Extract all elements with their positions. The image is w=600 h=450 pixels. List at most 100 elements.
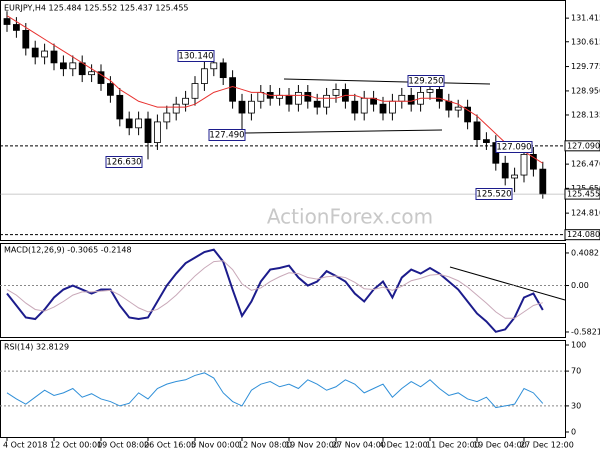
candle-body	[398, 94, 406, 102]
candle-body	[445, 100, 453, 111]
candle-body	[332, 89, 340, 96]
candle-body	[135, 118, 143, 129]
candle-body	[238, 100, 246, 114]
annotation: 127.090	[496, 143, 531, 153]
annotation-box	[475, 188, 513, 200]
candle-body	[50, 50, 58, 64]
level-label: 124.080	[567, 230, 600, 239]
candle-body	[473, 121, 481, 141]
candle-body	[539, 168, 547, 195]
y-tick-label: 131.415	[571, 14, 600, 23]
candle-body	[294, 91, 302, 105]
candle-body	[304, 91, 312, 102]
x-tick-label: 5 Nov 00:00	[191, 441, 240, 450]
candle-body	[388, 100, 396, 114]
candle-body	[313, 100, 321, 108]
macd-panel	[0, 243, 566, 338]
candle-body	[116, 94, 124, 120]
channel-top	[283, 78, 491, 85]
candle-body	[435, 89, 443, 102]
y-tick-label: 70	[571, 367, 581, 376]
candle-body	[22, 29, 30, 49]
candle-body	[482, 139, 490, 143]
y-tick-label: 126.470	[571, 160, 600, 169]
candle-body	[163, 112, 171, 123]
candle-body	[247, 100, 255, 114]
candle-body	[464, 106, 472, 123]
x-tick-label: 19 Dec 04:00	[473, 441, 527, 450]
candle-body	[153, 121, 161, 143]
level-label: 127.090	[567, 141, 600, 150]
candle-body	[219, 62, 227, 79]
candle-body	[41, 50, 48, 58]
annotation: 130.140	[178, 52, 213, 62]
candle-body	[210, 62, 218, 70]
y-tick-label: 0.00	[571, 281, 589, 290]
candle-body	[530, 153, 537, 170]
candle-body	[88, 71, 95, 76]
x-tick-label: 27 Nov 04:00	[332, 441, 386, 450]
channel-bottom	[244, 129, 443, 134]
x-tick-label: 4 Oct 2018	[3, 441, 47, 450]
candle-body	[285, 94, 293, 105]
rsi-line	[6, 372, 544, 409]
annotation-box	[407, 75, 445, 87]
candle-body	[31, 47, 39, 58]
y-tick-label: 129.775	[571, 62, 600, 71]
y-tick-label: 128.950	[571, 86, 600, 95]
x-tick-label: 12 Nov 08:00	[238, 441, 292, 450]
x-tick-label: 19 Nov 20:00	[285, 441, 339, 450]
y-tick-label: 30	[571, 401, 581, 410]
candle-body	[144, 118, 152, 143]
candle-body	[191, 83, 199, 99]
x-tick-label: 26 Oct 16:00	[144, 441, 196, 450]
candle-body	[454, 106, 462, 111]
annotation-box	[495, 141, 533, 153]
candle-body	[172, 103, 180, 114]
candle-body	[426, 89, 434, 93]
x-tick-label: 11 Dec 20:00	[426, 441, 480, 450]
candle-body	[182, 97, 190, 105]
y-tick-label: -0.5821	[571, 327, 600, 336]
candle-body	[60, 62, 67, 70]
annotation-box	[208, 129, 246, 141]
annotation: 127.490	[209, 131, 244, 141]
y-tick-label: 128.135	[571, 110, 600, 119]
candle-body	[97, 71, 105, 84]
watermark: ActionForex.com	[267, 205, 433, 229]
y-tick-label: 130.615	[571, 37, 600, 46]
rsi-panel	[0, 340, 566, 438]
y-tick-label: 100	[571, 341, 586, 350]
moving-average	[6, 15, 544, 164]
annotation: 129.250	[408, 77, 443, 87]
candle-body	[107, 83, 114, 96]
price-panel	[0, 0, 566, 241]
candle-body	[3, 18, 11, 25]
candle-body	[125, 118, 133, 129]
annotation: 126.630	[106, 158, 141, 168]
candle-body	[501, 162, 509, 179]
rsi-title: RSI(14) 32.8129	[4, 343, 69, 352]
x-tick-label: 19 Oct 08:00	[97, 441, 149, 450]
candle-body	[12, 24, 20, 31]
y-tick-label: 125.650	[571, 184, 600, 193]
candle-body	[69, 62, 77, 70]
candle-body	[379, 103, 387, 114]
y-tick-label: 0.4082	[571, 248, 599, 257]
candle-body	[323, 94, 331, 108]
signal-line	[6, 260, 543, 319]
annotation-box	[105, 156, 143, 168]
candle-body	[520, 153, 528, 176]
candle-body	[229, 77, 237, 102]
candle-body	[360, 97, 368, 114]
candle-body	[257, 91, 265, 102]
y-tick-label: 124.810	[571, 209, 600, 218]
candle-body	[511, 174, 519, 179]
price-box	[564, 188, 600, 200]
x-tick-label: 27 Dec 12:00	[520, 441, 574, 450]
y-tick-label: 0	[571, 428, 576, 437]
annotation-box	[177, 50, 215, 62]
macd-title: MACD(12,26,9) -0.3065 -0.2148	[4, 246, 132, 255]
candle-body	[351, 100, 359, 114]
candle-body	[200, 68, 208, 84]
